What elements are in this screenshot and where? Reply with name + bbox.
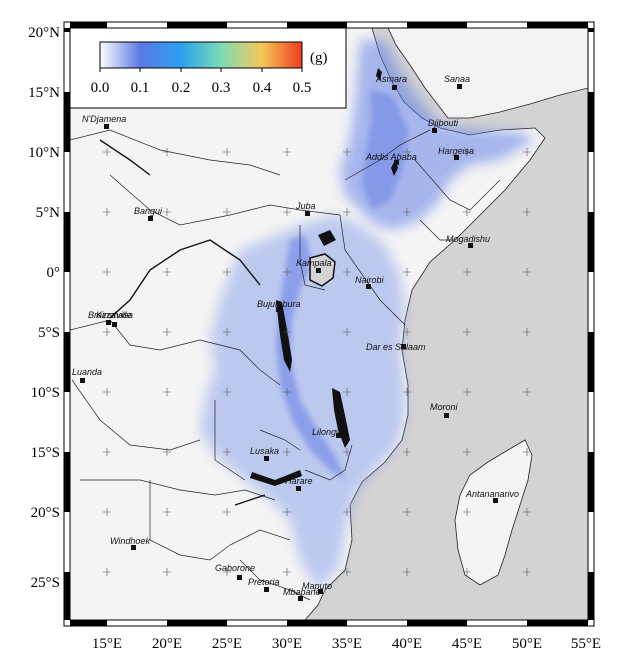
rivers xyxy=(99,139,266,506)
lat-label: 5°S xyxy=(38,325,60,341)
city-label: Bangui xyxy=(134,206,163,216)
city-label: Asmara xyxy=(375,74,407,84)
map-frame xyxy=(63,21,595,627)
lat-label: 15°S xyxy=(31,445,60,461)
lon-label: 15°E xyxy=(92,636,122,652)
city-label: Djibouti xyxy=(428,118,459,128)
city-label: Nairobi xyxy=(355,275,385,285)
lakes xyxy=(250,68,398,486)
lon-label: 50°E xyxy=(512,636,542,652)
city-label: Kinshasa xyxy=(96,310,133,320)
madagascar-landmass xyxy=(454,439,533,586)
colorbar-tick: 0.4 xyxy=(253,80,272,96)
city-label: Dar es Salaam xyxy=(366,342,426,352)
city-label: Antananarivo xyxy=(465,489,519,499)
colorbar-tick: 0.3 xyxy=(212,80,231,96)
city-label: Addis Ababa xyxy=(365,152,417,162)
city-markers xyxy=(80,84,498,601)
city-label: Gaborone xyxy=(215,563,255,573)
city-label: Mbabane xyxy=(283,587,321,597)
lon-label: 20°E xyxy=(152,636,182,652)
lon-label: 35°E xyxy=(332,636,362,652)
map-area: Asmara Sanaa N'Djamena Djibouti Addis Ab… xyxy=(70,28,588,620)
lat-label: 0° xyxy=(47,265,61,281)
colorbar xyxy=(99,41,303,69)
arabia-landmass xyxy=(387,28,588,119)
longitude-labels: 15°E 20°E 25°E 30°E 35°E 40°E 45°E 50°E … xyxy=(92,636,601,652)
city-label: Hargeisa xyxy=(438,146,474,156)
colorbar-tick: 0.5 xyxy=(293,80,312,96)
city-label: Bujumbura xyxy=(257,299,301,309)
lat-label: 20°S xyxy=(31,505,60,521)
city-labels: Asmara Sanaa N'Djamena Djibouti Addis Ab… xyxy=(72,74,519,597)
city-label: Maputo xyxy=(302,581,332,591)
city-label: Mogadishu xyxy=(446,234,490,244)
colorbar-tick: 0.2 xyxy=(172,80,191,96)
lon-label: 55°E xyxy=(571,636,601,652)
city-label: Harare xyxy=(285,476,313,486)
colorbar-unit: (g) xyxy=(310,50,328,66)
grid-crosses xyxy=(103,148,531,576)
city-label: Windhoek xyxy=(110,536,150,546)
colorbar-tick: 0.1 xyxy=(131,80,150,96)
city-label: Pretoria xyxy=(248,577,280,587)
country-borders xyxy=(70,129,501,601)
colorbar-legend: 0.0 0.1 0.2 0.3 0.4 0.5 (g) xyxy=(69,27,347,109)
city-label: Lusaka xyxy=(250,446,279,456)
lat-label: 10°N xyxy=(28,145,60,161)
latitude-labels: 20°N 15°N 10°N 5°N 0° 5°S 10°S 15°S 20°S… xyxy=(28,25,60,591)
lat-label: 20°N xyxy=(28,25,60,41)
lat-label: 10°S xyxy=(31,385,60,401)
city-label: Lilongwe xyxy=(312,427,348,437)
lat-label: 25°S xyxy=(31,575,60,591)
hazard-shading xyxy=(200,40,535,590)
city-label: Luanda xyxy=(72,367,102,377)
lat-label: 15°N xyxy=(28,85,60,101)
city-label: N'Djamena xyxy=(82,114,126,124)
city-label: Brazzaville xyxy=(88,310,132,320)
lat-label: 5°N xyxy=(36,205,60,221)
city-label: Moroni xyxy=(430,402,459,412)
city-label: Sanaa xyxy=(444,74,470,84)
lon-label: 40°E xyxy=(392,636,422,652)
colorbar-tick: 0.0 xyxy=(91,80,110,96)
lon-label: 30°E xyxy=(272,636,302,652)
lon-label: 45°E xyxy=(452,636,482,652)
city-label: Juba xyxy=(295,201,316,211)
city-label: Kampala xyxy=(296,258,332,268)
lon-label: 25°E xyxy=(212,636,242,652)
